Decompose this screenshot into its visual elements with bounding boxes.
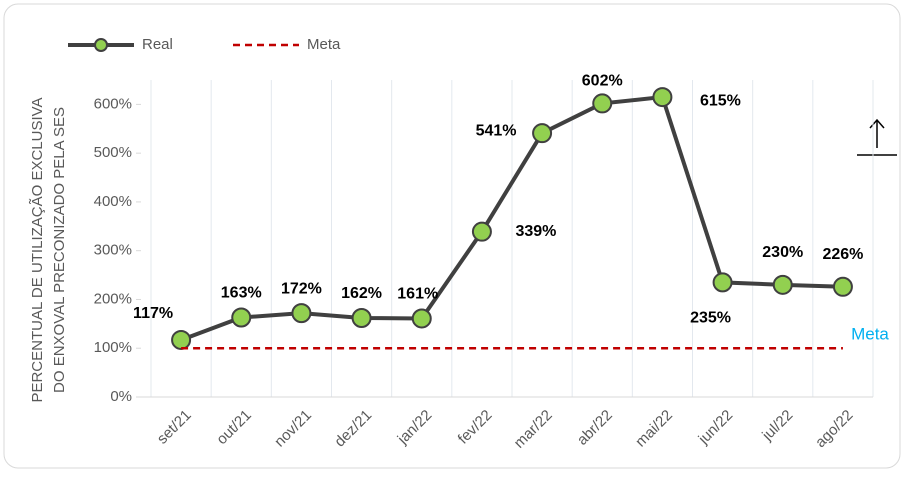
legend-label: Real bbox=[142, 36, 173, 53]
data-point bbox=[471, 221, 492, 242]
goal-arrow bbox=[857, 118, 897, 156]
y-tick-label: 100% bbox=[94, 339, 132, 356]
y-tick-label: 200% bbox=[94, 290, 132, 307]
data-label: 615% bbox=[700, 92, 741, 109]
series-line bbox=[180, 94, 843, 342]
data-point bbox=[592, 93, 613, 114]
data-label: 163% bbox=[221, 285, 262, 302]
y-tick-label: 300% bbox=[94, 242, 132, 259]
data-point bbox=[772, 274, 793, 295]
data-point bbox=[291, 303, 312, 324]
y-tick-label: 500% bbox=[94, 144, 132, 161]
data-point bbox=[351, 307, 372, 328]
data-point bbox=[532, 123, 553, 144]
data-label: 162% bbox=[341, 285, 382, 302]
data-label: 226% bbox=[822, 246, 863, 263]
data-label: 602% bbox=[582, 73, 623, 90]
y-tick-label: 0% bbox=[110, 388, 132, 405]
legend-marker bbox=[94, 38, 108, 52]
y-axis-label: PERCENTUAL DE UTILIZAÇÃO EXCLUSIVA bbox=[29, 97, 46, 402]
legend-label: Meta bbox=[307, 36, 341, 53]
data-label: 117% bbox=[133, 305, 173, 322]
y-tick-label: 400% bbox=[94, 193, 132, 210]
data-label: 541% bbox=[476, 122, 517, 139]
data-point bbox=[832, 276, 853, 297]
data-point bbox=[712, 272, 733, 293]
annotation: Meta bbox=[851, 325, 889, 344]
data-point bbox=[171, 329, 192, 350]
data-point bbox=[231, 307, 252, 328]
data-point bbox=[652, 87, 673, 108]
data-label: 161% bbox=[397, 286, 438, 303]
y-axis-label: DO ENXOVAL PRECONIZADO PELA SES bbox=[51, 107, 68, 393]
data-label: 230% bbox=[762, 244, 803, 261]
data-point bbox=[411, 308, 432, 329]
y-tick-label: 600% bbox=[94, 95, 132, 112]
data-label: 339% bbox=[515, 223, 556, 240]
data-label: 235% bbox=[690, 310, 731, 327]
data-label: 172% bbox=[281, 280, 322, 297]
